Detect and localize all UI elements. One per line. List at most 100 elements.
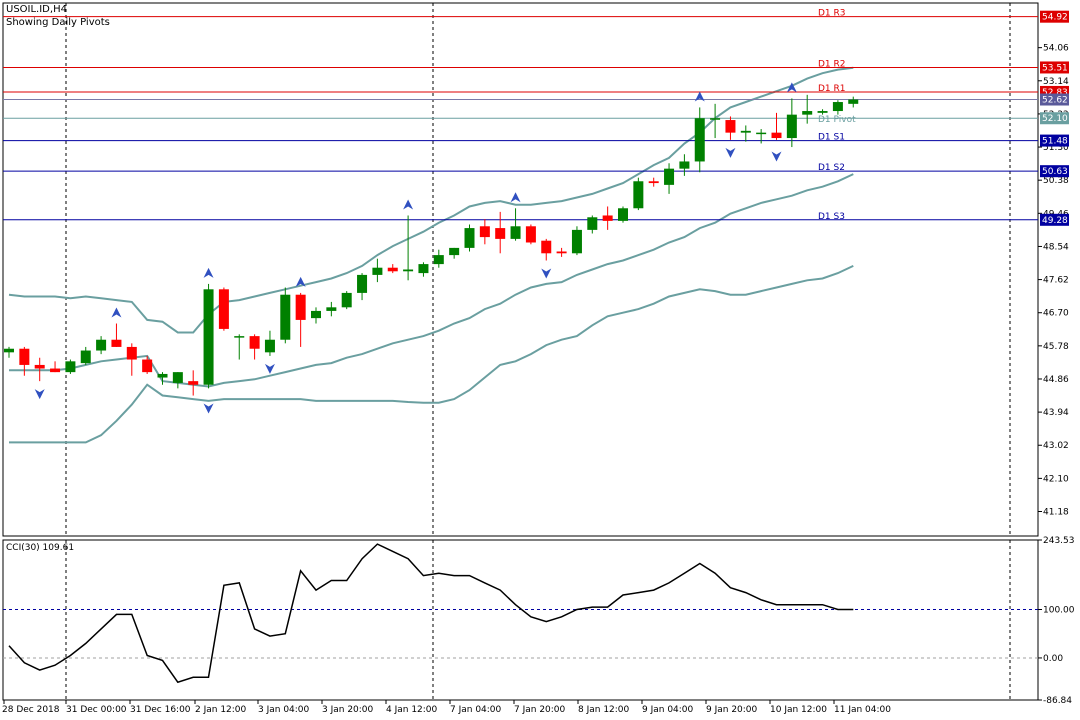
bull-candle[interactable] <box>618 208 628 221</box>
bull-candle[interactable] <box>264 339 275 353</box>
price-axis-label: 43.02 <box>1043 441 1069 451</box>
bear-candle[interactable] <box>541 240 552 254</box>
bull-candle[interactable] <box>326 307 337 311</box>
bull-candle[interactable] <box>203 289 214 385</box>
bear-candle[interactable] <box>249 336 260 349</box>
bear-candle[interactable] <box>495 228 506 239</box>
fractal-up-arrow <box>510 192 521 203</box>
bull-candle[interactable] <box>786 114 797 139</box>
time-axis-label: 3 Jan 20:00 <box>322 705 374 715</box>
fractal-up-arrow <box>786 82 797 93</box>
bull-candle[interactable] <box>357 274 368 293</box>
pivot-price-label: 49.28 <box>1042 216 1068 226</box>
time-axis-label: 9 Jan 04:00 <box>642 705 694 715</box>
bear-candle[interactable] <box>387 267 398 272</box>
price-axis-label: 53.14 <box>1043 77 1069 87</box>
bull-candle[interactable] <box>633 181 644 209</box>
fractal-up-arrow <box>111 307 122 318</box>
time-axis-label: 2 Jan 12:00 <box>195 705 247 715</box>
bear-candle[interactable] <box>295 294 306 320</box>
price-axis-label: 47.62 <box>1043 276 1069 286</box>
bull-candle[interactable] <box>664 168 675 185</box>
time-axis-label: 4 Jan 12:00 <box>386 705 438 715</box>
price-axis-label: 45.78 <box>1043 342 1069 352</box>
bull-candle[interactable] <box>571 229 582 254</box>
bull-candle[interactable] <box>157 373 168 378</box>
bull-candle[interactable] <box>464 228 475 248</box>
bull-candle[interactable] <box>679 161 690 169</box>
pivot-label: D1 S2 <box>818 163 845 173</box>
bear-candle[interactable] <box>648 181 659 184</box>
pivot-price-box <box>1040 165 1069 178</box>
bear-candle[interactable] <box>218 289 229 329</box>
bull-candle[interactable] <box>418 264 429 274</box>
bull-candle[interactable] <box>172 372 183 383</box>
pivot-price-box <box>1040 10 1069 23</box>
bear-candle[interactable] <box>771 132 782 139</box>
bull-candle[interactable] <box>510 226 521 239</box>
bear-candle[interactable] <box>725 120 736 133</box>
bear-candle[interactable] <box>556 251 567 254</box>
price-axis-label: 42.10 <box>1043 474 1069 484</box>
bull-candle[interactable] <box>832 102 843 112</box>
bull-candle[interactable] <box>280 294 291 340</box>
pivot-label: D1 S1 <box>818 133 845 143</box>
bull-candle[interactable] <box>756 132 767 135</box>
time-axis-label: 28 Dec 2018 <box>2 705 60 715</box>
bear-candle[interactable] <box>50 368 61 373</box>
current-price-label: 52.62 <box>1042 96 1068 106</box>
bull-candle[interactable] <box>4 348 14 353</box>
bull-candle[interactable] <box>740 130 751 133</box>
bear-candle[interactable] <box>188 381 199 385</box>
cci-axis-label: -86.84 <box>1043 696 1072 706</box>
bear-candle[interactable] <box>126 346 137 360</box>
pivot-price-label: 52.83 <box>1042 88 1068 98</box>
bear-candle[interactable] <box>19 348 30 365</box>
bear-candle[interactable] <box>34 364 45 369</box>
bull-candle[interactable] <box>433 255 444 265</box>
bollinger-lower-band <box>9 264 854 444</box>
bull-candle[interactable] <box>817 111 828 113</box>
bull-candle[interactable] <box>234 336 245 338</box>
symbol-label: USOIL.ID,H4 <box>6 4 67 15</box>
bear-candle[interactable] <box>111 339 122 347</box>
price-axis-label: 43.94 <box>1043 408 1069 418</box>
bull-candle[interactable] <box>403 269 414 272</box>
bull-candle[interactable] <box>341 292 352 308</box>
cci-axis-label: 243.53 <box>1043 536 1075 546</box>
bear-candle[interactable] <box>602 215 613 221</box>
price-axis-label: 48.54 <box>1043 242 1069 252</box>
bull-candle[interactable] <box>848 99 859 104</box>
price-axis-label: 50.38 <box>1043 176 1069 186</box>
bull-candle[interactable] <box>694 118 705 162</box>
bull-candle[interactable] <box>96 339 107 351</box>
time-axis-label: 31 Dec 16:00 <box>130 705 191 715</box>
fractal-up-arrow <box>694 91 705 102</box>
bull-candle[interactable] <box>311 310 321 319</box>
fractal-up-arrow <box>203 267 214 278</box>
price-axis-label: 46.70 <box>1043 309 1069 319</box>
fractal-up-arrow <box>403 199 414 210</box>
bull-candle[interactable] <box>710 118 721 120</box>
price-axis-label: 54.06 <box>1043 44 1069 54</box>
time-axis-label: 7 Jan 04:00 <box>450 705 502 715</box>
pivot-label: D1 Pivot <box>818 115 856 125</box>
pivot-label: D1 R1 <box>818 84 846 94</box>
pivot-label: D1 R2 <box>818 59 846 69</box>
pivot-price-box <box>1040 61 1069 74</box>
bull-candle[interactable] <box>587 217 598 230</box>
bull-candle[interactable] <box>802 111 813 115</box>
pivot-price-label: 50.63 <box>1042 167 1068 177</box>
bull-candle[interactable] <box>80 350 91 364</box>
bull-candle[interactable] <box>372 267 383 275</box>
pivot-label: D1 S3 <box>818 212 845 222</box>
price-panel-frame <box>2 2 1039 537</box>
bull-candle[interactable] <box>449 247 460 256</box>
bull-candle[interactable] <box>65 361 76 373</box>
bear-candle[interactable] <box>142 359 153 373</box>
fractal-down-arrow <box>264 363 275 374</box>
bear-candle[interactable] <box>525 226 536 243</box>
time-axis-label: 10 Jan 12:00 <box>770 705 827 715</box>
bear-candle[interactable] <box>479 226 490 238</box>
